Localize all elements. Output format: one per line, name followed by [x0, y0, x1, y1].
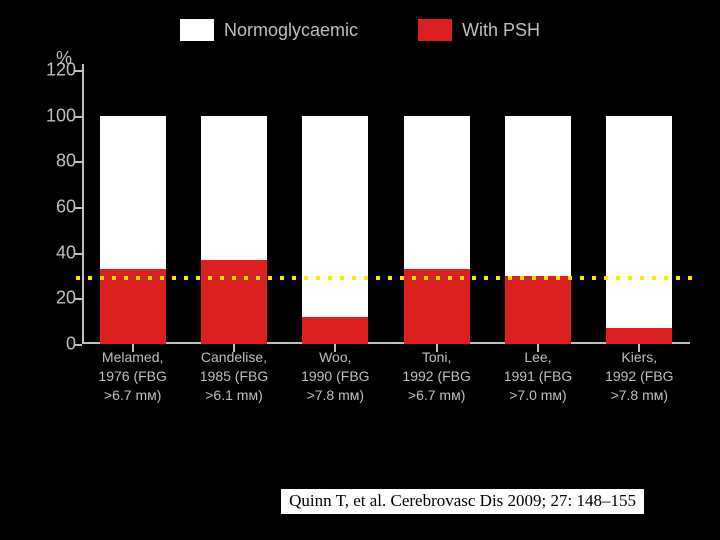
legend-item-psh: With PSH: [418, 19, 540, 41]
y-tick-mark: [74, 70, 82, 72]
x-axis-label: Kiers,1992 (FBG>7.8 mᴍ): [589, 348, 690, 430]
x-label-line: 1990 (FBG: [301, 367, 369, 386]
bar-bottom-seg: [100, 269, 166, 344]
plot-area: [82, 70, 690, 344]
bar-top-seg: [505, 116, 571, 276]
x-label-line: Candelise,: [201, 348, 267, 367]
x-label-line: >6.7 mᴍ): [408, 386, 465, 405]
bar: [404, 116, 470, 344]
bar-bottom-seg: [606, 328, 672, 344]
legend-swatch-normoglycaemic: [180, 19, 214, 41]
y-tick-mark: [74, 253, 82, 255]
bars: [82, 70, 690, 344]
y-axis-ticks: 020406080100120: [20, 50, 76, 430]
legend-item-normoglycaemic: Normoglycaemic: [180, 19, 358, 41]
chart: % 020406080100120 Melamed,1976 (FBG>6.7 …: [20, 50, 700, 430]
y-tick-label: 80: [56, 151, 76, 172]
x-label-line: Melamed,: [102, 348, 163, 367]
x-label-line: >7.8 mᴍ): [611, 386, 668, 405]
chart-container: Normoglycaemic With PSH % 02040608010012…: [20, 10, 700, 430]
citation: Quinn T, et al. Cerebrovasc Dis 2009; 27…: [281, 489, 644, 514]
bar-top-seg: [404, 116, 470, 269]
x-axis-label: Lee,1991 (FBG>7.0 mᴍ): [487, 348, 588, 430]
y-tick-mark: [74, 298, 82, 300]
x-label-line: Woo,: [319, 348, 351, 367]
x-label-line: Toni,: [422, 348, 452, 367]
x-label-line: >6.1 mᴍ): [205, 386, 262, 405]
bar-top-seg: [100, 116, 166, 269]
x-axis-label: Woo,1990 (FBG>7.8 mᴍ): [285, 348, 386, 430]
reference-line: [76, 276, 700, 280]
y-tick-label: 60: [56, 197, 76, 218]
bar-top-seg: [201, 116, 267, 260]
x-label-line: Lee,: [524, 348, 551, 367]
x-label-line: 1992 (FBG: [605, 367, 673, 386]
y-tick-mark: [74, 344, 82, 346]
bar: [606, 116, 672, 344]
bar-top-seg: [606, 116, 672, 328]
bar-bottom-seg: [404, 269, 470, 344]
bar-bottom-seg: [505, 276, 571, 345]
y-tick-label: 120: [46, 60, 76, 81]
bar: [100, 116, 166, 344]
bar: [505, 116, 571, 344]
x-axis-labels: Melamed,1976 (FBG>6.7 mᴍ)Candelise,1985 …: [82, 348, 690, 430]
x-label-line: 1985 (FBG: [200, 367, 268, 386]
legend-label-psh: With PSH: [462, 20, 540, 41]
y-tick-mark: [74, 116, 82, 118]
bar-slot: [82, 70, 183, 344]
x-label-line: >7.0 mᴍ): [509, 386, 566, 405]
bar-bottom-seg: [201, 260, 267, 344]
x-label-line: Kiers,: [621, 348, 657, 367]
x-label-line: 1992 (FBG: [402, 367, 470, 386]
stage: Normoglycaemic With PSH % 02040608010012…: [0, 0, 720, 540]
x-axis-label: Melamed,1976 (FBG>6.7 mᴍ): [82, 348, 183, 430]
x-label-line: >6.7 mᴍ): [104, 386, 161, 405]
bar-slot: [183, 70, 284, 344]
x-label-line: 1991 (FBG: [504, 367, 572, 386]
x-axis-label: Candelise,1985 (FBG>6.1 mᴍ): [183, 348, 284, 430]
bar: [302, 116, 368, 344]
bar: [201, 116, 267, 344]
legend-swatch-psh: [418, 19, 452, 41]
legend: Normoglycaemic With PSH: [20, 10, 700, 50]
bar-slot: [589, 70, 690, 344]
bar-slot: [386, 70, 487, 344]
x-axis-label: Toni,1992 (FBG>6.7 mᴍ): [386, 348, 487, 430]
bar-slot: [487, 70, 588, 344]
legend-label-normoglycaemic: Normoglycaemic: [224, 20, 358, 41]
bar-bottom-seg: [302, 317, 368, 344]
y-tick-mark: [74, 207, 82, 209]
y-tick-mark: [74, 161, 82, 163]
y-tick-label: 100: [46, 105, 76, 126]
citation-text: Quinn T, et al. Cerebrovasc Dis 2009; 27…: [289, 491, 636, 510]
x-label-line: >7.8 mᴍ): [307, 386, 364, 405]
y-tick-label: 40: [56, 242, 76, 263]
y-tick-label: 20: [56, 288, 76, 309]
bar-top-seg: [302, 116, 368, 317]
bar-slot: [285, 70, 386, 344]
x-label-line: 1976 (FBG: [98, 367, 166, 386]
